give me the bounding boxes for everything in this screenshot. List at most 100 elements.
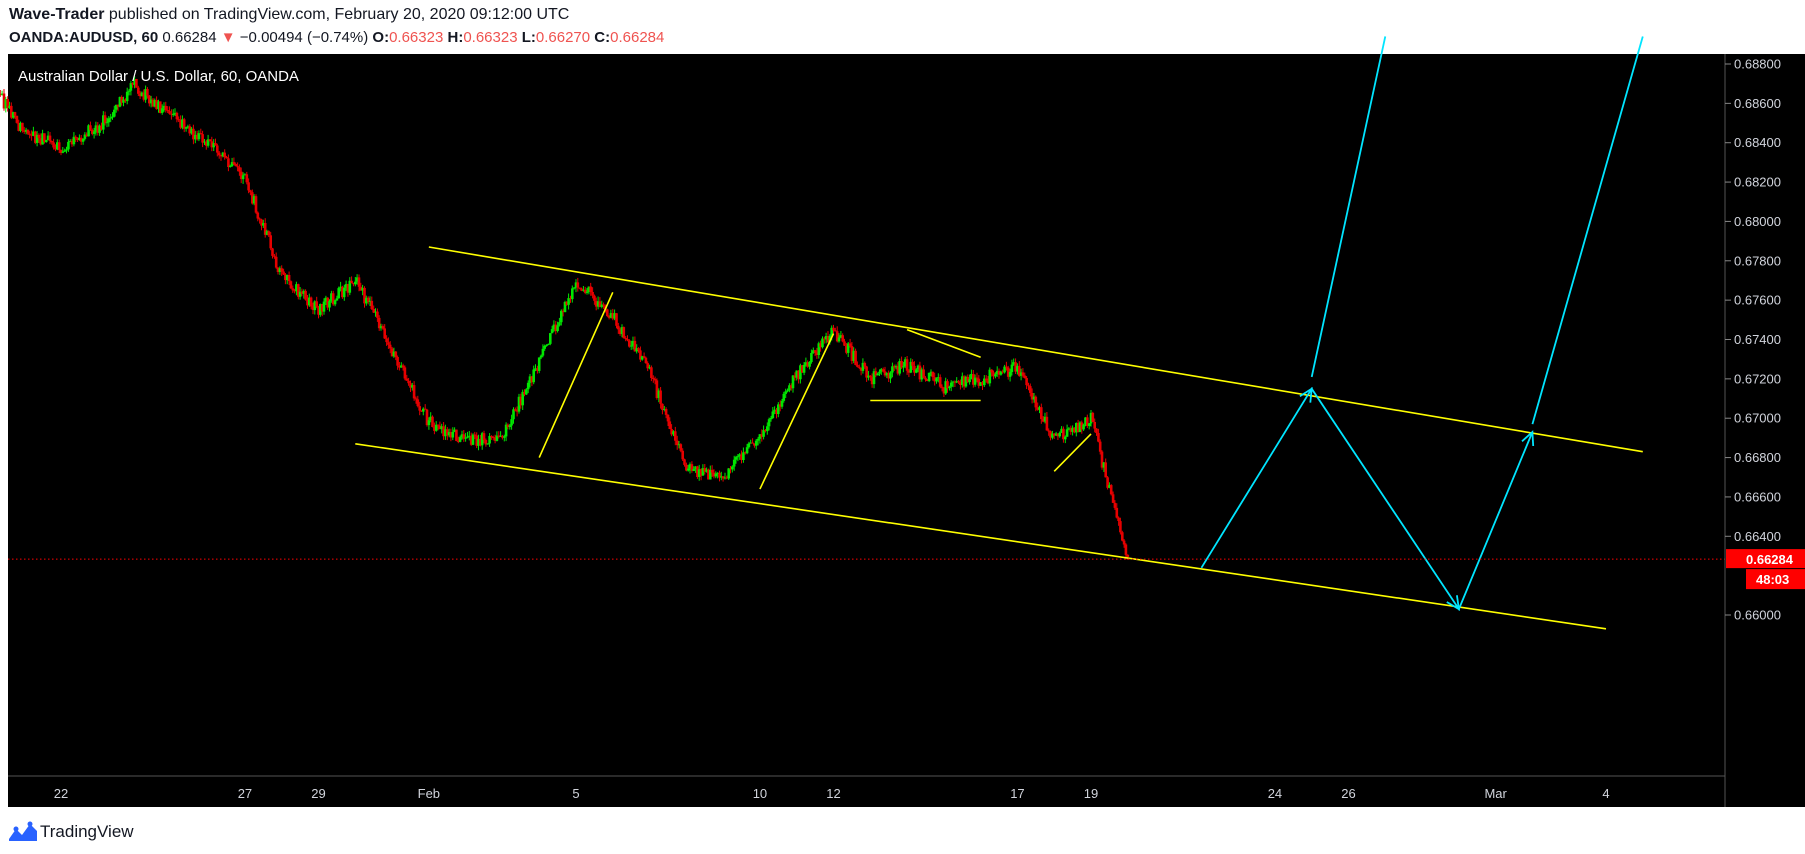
candle-body xyxy=(709,469,712,480)
projection-path xyxy=(1200,387,1534,611)
candle-body xyxy=(324,297,328,302)
open-label: O: xyxy=(372,29,390,46)
candle-body xyxy=(166,110,169,112)
candle-body xyxy=(753,443,756,446)
brand-name[interactable]: TradingView xyxy=(40,822,134,841)
candle-body xyxy=(867,375,870,378)
candle-body xyxy=(995,370,999,375)
candle-body xyxy=(970,374,973,380)
candle-body xyxy=(718,472,721,478)
candle-body xyxy=(685,464,688,471)
candle-body xyxy=(114,104,118,110)
candle-body xyxy=(992,372,995,377)
candle-body xyxy=(328,301,331,308)
candle-body xyxy=(175,112,179,120)
candle-body xyxy=(414,398,418,400)
candle-body xyxy=(948,386,951,389)
date-tick-label: 22 xyxy=(54,786,68,801)
candle-body xyxy=(550,329,554,334)
candle-body xyxy=(944,381,947,394)
candle-body xyxy=(50,141,54,143)
candle-body xyxy=(913,365,916,373)
candle-body xyxy=(920,369,924,380)
price-chart[interactable]: 0.68800 0.68600 0.68400 0.68200 0.68000 0.678… xyxy=(0,0,1805,810)
candle-body xyxy=(769,418,773,420)
symbol-name[interactable]: OANDA:AUDUSD, 60 xyxy=(9,29,159,46)
candle-body xyxy=(1098,441,1102,452)
candle-body xyxy=(526,382,530,390)
candle-body xyxy=(629,345,633,347)
candle-body xyxy=(91,130,94,134)
candle-body xyxy=(234,164,237,167)
candle-body xyxy=(556,325,559,331)
close-value: 0.66284 xyxy=(610,29,665,46)
candle-body xyxy=(650,367,653,378)
candle-body xyxy=(0,93,4,95)
candle-body xyxy=(664,409,668,415)
candle-body xyxy=(140,92,144,97)
candle-body xyxy=(626,339,629,341)
arrow-head-icon xyxy=(1521,430,1535,447)
candle-body xyxy=(800,365,804,373)
candle-body xyxy=(1122,540,1126,545)
candle-body xyxy=(1038,407,1041,410)
candle-body xyxy=(758,434,762,439)
date-tick-label: 17 xyxy=(1010,786,1024,801)
candle-body xyxy=(628,340,631,347)
candle-body xyxy=(392,351,396,357)
candle-body xyxy=(1043,416,1047,422)
candle-body xyxy=(427,420,431,426)
candle-body xyxy=(644,357,648,364)
candle-body xyxy=(273,255,276,257)
candle-body xyxy=(488,436,491,444)
time-axis[interactable]: 22 27 29 Feb 5 10 12 17 19 24 26 Mar 4 xyxy=(54,786,1610,801)
candle-body xyxy=(869,375,872,378)
candle-body xyxy=(903,359,907,367)
price-axis[interactable]: 0.68800 0.68600 0.68400 0.68200 0.68000 0.678… xyxy=(1725,57,1781,623)
candle-body xyxy=(210,141,214,148)
candle-body xyxy=(782,393,786,401)
candle-body xyxy=(1001,371,1004,373)
candle-body xyxy=(622,327,626,339)
candle-body xyxy=(499,435,502,437)
candle-body xyxy=(254,196,258,213)
candle-body xyxy=(696,466,699,477)
candle-body xyxy=(113,109,116,117)
candle-body xyxy=(633,340,637,352)
candle-body xyxy=(907,370,911,373)
candle-body xyxy=(506,424,510,427)
candle-body xyxy=(1069,428,1073,432)
candle-body xyxy=(221,152,225,157)
candle-body xyxy=(780,400,784,407)
candle-body xyxy=(710,469,714,473)
candle-body xyxy=(436,424,440,426)
candle-body xyxy=(600,304,604,307)
candle-body xyxy=(65,149,68,151)
candle-body xyxy=(28,133,31,135)
candle-body xyxy=(661,403,664,410)
candle-body xyxy=(536,368,539,371)
candle-body xyxy=(767,419,771,427)
candle-body xyxy=(173,112,177,114)
candle-body xyxy=(464,437,467,439)
candle-body xyxy=(96,125,100,133)
candle-body xyxy=(473,434,477,436)
tradingview-logo-icon[interactable] xyxy=(8,821,38,843)
candle-body xyxy=(846,343,850,353)
candle-body xyxy=(480,433,484,446)
candle-body xyxy=(251,192,254,204)
candle-body xyxy=(232,162,236,164)
publisher-name[interactable]: Wave-Trader xyxy=(9,6,105,23)
candle-body xyxy=(228,165,232,167)
candle-body xyxy=(1106,477,1109,488)
candle-body xyxy=(98,125,101,133)
candle-body xyxy=(214,143,217,146)
candle-body xyxy=(795,370,798,378)
candle-body xyxy=(652,378,655,379)
candle-body xyxy=(455,429,458,441)
candle-body xyxy=(127,90,131,92)
candle-body xyxy=(567,298,570,305)
candle-body xyxy=(293,290,296,292)
candle-body xyxy=(26,129,30,134)
candle-body xyxy=(103,115,107,124)
